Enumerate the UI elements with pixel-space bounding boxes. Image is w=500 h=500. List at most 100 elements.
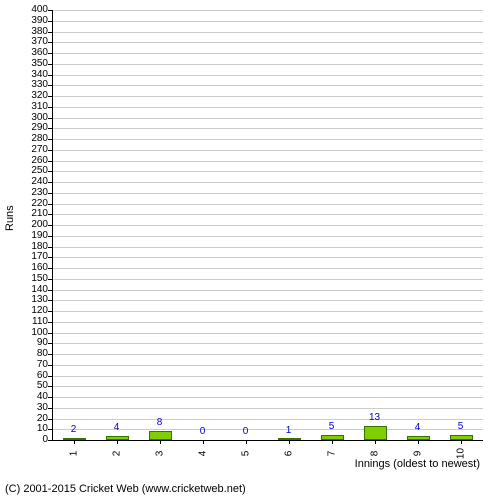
y-tick-label: 300 bbox=[18, 113, 48, 123]
bar bbox=[149, 431, 173, 440]
gridline bbox=[53, 193, 483, 194]
y-tick-mark bbox=[48, 204, 52, 205]
gridline bbox=[53, 21, 483, 22]
y-tick-label: 150 bbox=[18, 274, 48, 284]
y-tick-mark bbox=[48, 386, 52, 387]
gridline bbox=[53, 397, 483, 398]
copyright-text: (C) 2001-2015 Cricket Web (www.cricketwe… bbox=[5, 483, 246, 495]
y-tick-label: 80 bbox=[18, 349, 48, 359]
y-tick-label: 10 bbox=[18, 424, 48, 434]
y-tick-mark bbox=[48, 10, 52, 11]
y-tick-label: 270 bbox=[18, 145, 48, 155]
y-tick-mark bbox=[48, 85, 52, 86]
x-tick-label: 1 bbox=[68, 451, 79, 457]
y-tick-label: 380 bbox=[18, 27, 48, 37]
y-tick-label: 130 bbox=[18, 295, 48, 305]
gridline bbox=[53, 300, 483, 301]
y-tick-label: 30 bbox=[18, 403, 48, 413]
y-tick-mark bbox=[48, 429, 52, 430]
value-label: 5 bbox=[329, 421, 335, 432]
y-tick-mark bbox=[48, 193, 52, 194]
value-label: 4 bbox=[114, 422, 120, 433]
gridline bbox=[53, 10, 483, 11]
y-tick-mark bbox=[48, 214, 52, 215]
y-tick-label: 340 bbox=[18, 70, 48, 80]
value-label: 4 bbox=[415, 422, 421, 433]
gridline bbox=[53, 42, 483, 43]
y-tick-mark bbox=[48, 161, 52, 162]
y-tick-label: 50 bbox=[18, 381, 48, 391]
gridline bbox=[53, 247, 483, 248]
y-tick-label: 220 bbox=[18, 199, 48, 209]
y-tick-mark bbox=[48, 225, 52, 226]
x-tick-label: 8 bbox=[369, 451, 380, 457]
gridline bbox=[53, 64, 483, 65]
x-tick-mark bbox=[461, 440, 462, 444]
y-tick-label: 100 bbox=[18, 328, 48, 338]
x-tick-mark bbox=[246, 440, 247, 444]
gridline bbox=[53, 107, 483, 108]
gridline bbox=[53, 204, 483, 205]
y-tick-label: 120 bbox=[18, 306, 48, 316]
value-label: 8 bbox=[157, 417, 163, 428]
y-tick-mark bbox=[48, 408, 52, 409]
y-tick-label: 280 bbox=[18, 134, 48, 144]
gridline bbox=[53, 343, 483, 344]
gridline bbox=[53, 386, 483, 387]
gridline bbox=[53, 333, 483, 334]
gridline bbox=[53, 85, 483, 86]
y-tick-label: 310 bbox=[18, 102, 48, 112]
y-tick-label: 370 bbox=[18, 37, 48, 47]
y-tick-mark bbox=[48, 32, 52, 33]
y-tick-label: 230 bbox=[18, 188, 48, 198]
y-tick-label: 390 bbox=[18, 16, 48, 26]
x-tick-label: 2 bbox=[111, 451, 122, 457]
y-tick-mark bbox=[48, 290, 52, 291]
y-tick-mark bbox=[48, 96, 52, 97]
value-label: 1 bbox=[286, 425, 292, 436]
y-tick-label: 20 bbox=[18, 414, 48, 424]
gridline bbox=[53, 225, 483, 226]
y-tick-mark bbox=[48, 107, 52, 108]
y-tick-label: 0 bbox=[18, 435, 48, 445]
gridline bbox=[53, 311, 483, 312]
gridline bbox=[53, 408, 483, 409]
value-label: 0 bbox=[200, 426, 206, 437]
gridline bbox=[53, 354, 483, 355]
gridline bbox=[53, 236, 483, 237]
y-tick-mark bbox=[48, 171, 52, 172]
x-tick-label: 9 bbox=[412, 451, 423, 457]
y-tick-mark bbox=[48, 376, 52, 377]
y-tick-label: 90 bbox=[18, 338, 48, 348]
y-tick-label: 110 bbox=[18, 317, 48, 327]
y-tick-mark bbox=[48, 118, 52, 119]
y-tick-mark bbox=[48, 397, 52, 398]
x-tick-label: 4 bbox=[197, 451, 208, 457]
y-tick-mark bbox=[48, 182, 52, 183]
gridline bbox=[53, 279, 483, 280]
gridline bbox=[53, 182, 483, 183]
value-label: 5 bbox=[458, 421, 464, 432]
x-tick-mark bbox=[332, 440, 333, 444]
y-tick-mark bbox=[48, 419, 52, 420]
value-label: 2 bbox=[71, 424, 77, 435]
y-tick-label: 360 bbox=[18, 48, 48, 58]
gridline bbox=[53, 161, 483, 162]
x-tick-mark bbox=[117, 440, 118, 444]
y-tick-label: 250 bbox=[18, 166, 48, 176]
y-tick-mark bbox=[48, 311, 52, 312]
y-tick-label: 400 bbox=[18, 5, 48, 15]
x-axis-title: Innings (oldest to newest) bbox=[355, 458, 480, 470]
y-tick-label: 290 bbox=[18, 123, 48, 133]
x-tick-label: 5 bbox=[240, 451, 251, 457]
y-tick-mark bbox=[48, 42, 52, 43]
x-tick-mark bbox=[74, 440, 75, 444]
y-tick-mark bbox=[48, 268, 52, 269]
y-tick-mark bbox=[48, 128, 52, 129]
y-tick-label: 60 bbox=[18, 371, 48, 381]
gridline bbox=[53, 53, 483, 54]
y-tick-label: 180 bbox=[18, 242, 48, 252]
x-tick-mark bbox=[418, 440, 419, 444]
y-tick-label: 40 bbox=[18, 392, 48, 402]
y-tick-label: 260 bbox=[18, 156, 48, 166]
